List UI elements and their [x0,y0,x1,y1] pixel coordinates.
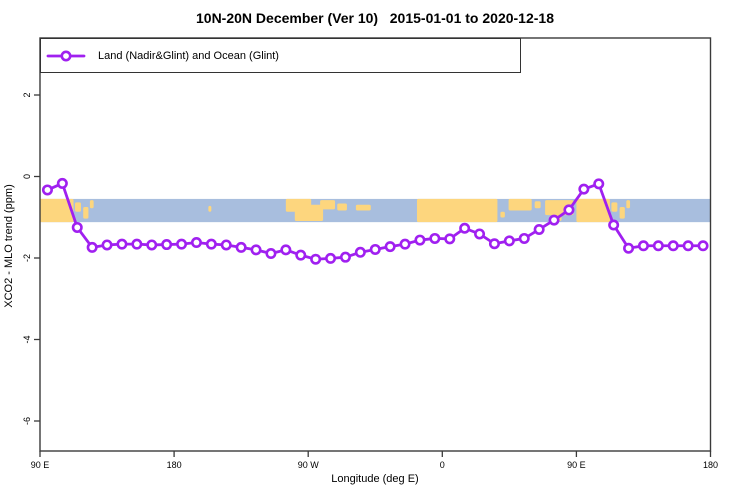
svg-text:-6: -6 [22,417,32,425]
x-axis-label: Longitude (deg E) [331,473,419,485]
svg-text:-2: -2 [22,254,32,262]
svg-text:2: 2 [22,92,32,97]
svg-text:90 E: 90 E [31,460,50,470]
svg-text:0: 0 [22,174,32,179]
svg-text:180: 180 [703,460,718,470]
svg-text:180: 180 [167,460,182,470]
legend-line-marker-icon [46,50,86,61]
svg-text:-4: -4 [22,335,32,343]
svg-text:90 W: 90 W [298,460,320,470]
chart-title: 10N-20N December (Ver 10) 2015-01-01 to … [196,10,554,26]
legend-box: Land (Nadir&Glint) and Ocean (Glint) [40,38,521,73]
legend-label: Land (Nadir&Glint) and Ocean (Glint) [98,49,279,62]
svg-text:90 E: 90 E [567,460,586,470]
svg-text:0: 0 [440,460,445,470]
